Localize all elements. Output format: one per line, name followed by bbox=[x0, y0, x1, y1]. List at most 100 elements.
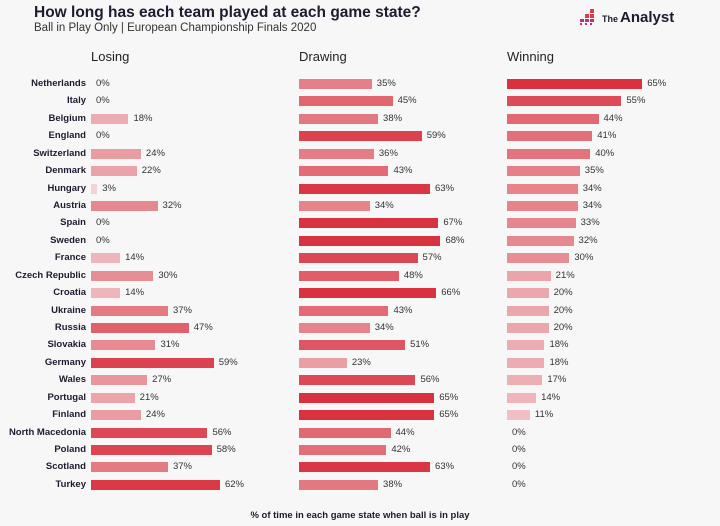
data-label: 18% bbox=[133, 112, 153, 124]
bar-winning bbox=[507, 340, 545, 351]
data-label: 63% bbox=[435, 182, 455, 194]
data-label: 24% bbox=[145, 147, 165, 159]
bar-drawing bbox=[299, 445, 387, 456]
chart-subtitle: Ball in Play Only | European Championshi… bbox=[34, 22, 317, 34]
bar-winning bbox=[507, 148, 591, 159]
data-label: 27% bbox=[152, 374, 172, 386]
bar-losing bbox=[91, 410, 141, 421]
bar-winning bbox=[507, 166, 580, 177]
country-label: North Macedonia bbox=[8, 426, 86, 438]
data-label: 35% bbox=[584, 165, 604, 177]
bar-drawing bbox=[299, 479, 379, 490]
bar-winning bbox=[507, 235, 574, 246]
bar-losing bbox=[91, 305, 168, 316]
bar-winning bbox=[507, 357, 545, 368]
data-label: 41% bbox=[597, 130, 617, 142]
data-label: 62% bbox=[224, 478, 244, 490]
bar-drawing bbox=[299, 340, 406, 351]
data-label: 30% bbox=[574, 252, 594, 264]
country-label: Turkey bbox=[55, 478, 86, 490]
bar-winning bbox=[507, 392, 537, 403]
bar-drawing bbox=[299, 148, 374, 159]
country-label: Ukraine bbox=[51, 304, 86, 316]
country-label: Portugal bbox=[47, 391, 86, 403]
data-label: 30% bbox=[158, 269, 178, 281]
country-label: Switzerland bbox=[33, 147, 86, 159]
bar-losing bbox=[91, 166, 137, 177]
bar-losing bbox=[91, 201, 158, 211]
country-label: Netherlands bbox=[31, 78, 86, 89]
data-label: 34% bbox=[582, 200, 602, 211]
data-label: 20% bbox=[553, 287, 573, 299]
brand-small: The bbox=[602, 13, 619, 24]
data-label: 34% bbox=[582, 182, 602, 194]
column-header-losing: Losing bbox=[91, 49, 130, 64]
data-label: 36% bbox=[378, 147, 398, 159]
data-label: 51% bbox=[410, 339, 430, 351]
data-label: 0% bbox=[512, 426, 526, 438]
data-label: 34% bbox=[374, 322, 394, 334]
data-label: 63% bbox=[435, 461, 455, 473]
country-label: France bbox=[54, 252, 86, 264]
data-label: 34% bbox=[374, 200, 394, 211]
column-header-drawing: Drawing bbox=[299, 49, 347, 64]
bar-drawing bbox=[299, 131, 422, 142]
data-label: 42% bbox=[391, 444, 411, 456]
data-label: 14% bbox=[125, 252, 145, 264]
country-label: Hungary bbox=[47, 182, 86, 194]
bar-losing bbox=[91, 375, 148, 386]
data-label: 40% bbox=[595, 147, 615, 159]
data-label: 20% bbox=[553, 322, 573, 334]
bar-winning bbox=[507, 410, 530, 421]
data-label: 0% bbox=[512, 478, 526, 490]
data-label: 18% bbox=[549, 356, 569, 368]
bar-drawing bbox=[299, 166, 389, 177]
data-label: 65% bbox=[439, 409, 459, 421]
bar-drawing bbox=[299, 253, 418, 264]
data-label: 56% bbox=[212, 426, 232, 438]
data-label: 57% bbox=[422, 252, 442, 264]
bar-drawing bbox=[299, 305, 389, 316]
data-label: 31% bbox=[160, 339, 180, 351]
data-label: 14% bbox=[541, 391, 561, 403]
data-label: 0% bbox=[96, 234, 110, 246]
bar-losing bbox=[91, 183, 98, 194]
country-label: Denmark bbox=[45, 165, 86, 177]
bar-losing bbox=[91, 148, 141, 159]
bar-winning bbox=[507, 305, 549, 316]
bar-winning bbox=[507, 183, 578, 194]
country-label: Belgium bbox=[48, 112, 86, 124]
data-label: 65% bbox=[439, 391, 459, 403]
data-label: 21% bbox=[555, 269, 575, 281]
data-label: 0% bbox=[96, 130, 110, 142]
bar-winning bbox=[507, 131, 593, 142]
bar-winning bbox=[507, 201, 578, 211]
bar-drawing bbox=[299, 392, 435, 403]
data-label: 65% bbox=[647, 78, 667, 89]
bar-drawing bbox=[299, 79, 372, 89]
data-label: 58% bbox=[216, 444, 236, 456]
bar-winning bbox=[507, 253, 570, 264]
data-label: 0% bbox=[512, 461, 526, 473]
bar-drawing bbox=[299, 323, 370, 334]
data-label: 14% bbox=[125, 287, 145, 299]
logo-icon bbox=[580, 9, 594, 25]
data-label: 59% bbox=[218, 356, 238, 368]
country-label: Czech Republic bbox=[15, 269, 86, 281]
country-label: Spain bbox=[60, 217, 86, 229]
data-label: 32% bbox=[162, 200, 182, 211]
data-label: 67% bbox=[443, 217, 463, 229]
data-label: 32% bbox=[578, 234, 598, 246]
data-label: 43% bbox=[393, 304, 413, 316]
data-label: 66% bbox=[441, 287, 461, 299]
bar-losing bbox=[91, 323, 189, 334]
country-label: Scotland bbox=[45, 461, 86, 473]
bar-winning bbox=[507, 96, 622, 107]
bar-drawing bbox=[299, 113, 379, 124]
bar-losing bbox=[91, 288, 121, 299]
bar-losing bbox=[91, 357, 214, 368]
bar-drawing bbox=[299, 201, 370, 211]
data-label: 48% bbox=[403, 269, 423, 281]
data-label: 0% bbox=[96, 78, 110, 89]
bar-drawing bbox=[299, 270, 399, 281]
